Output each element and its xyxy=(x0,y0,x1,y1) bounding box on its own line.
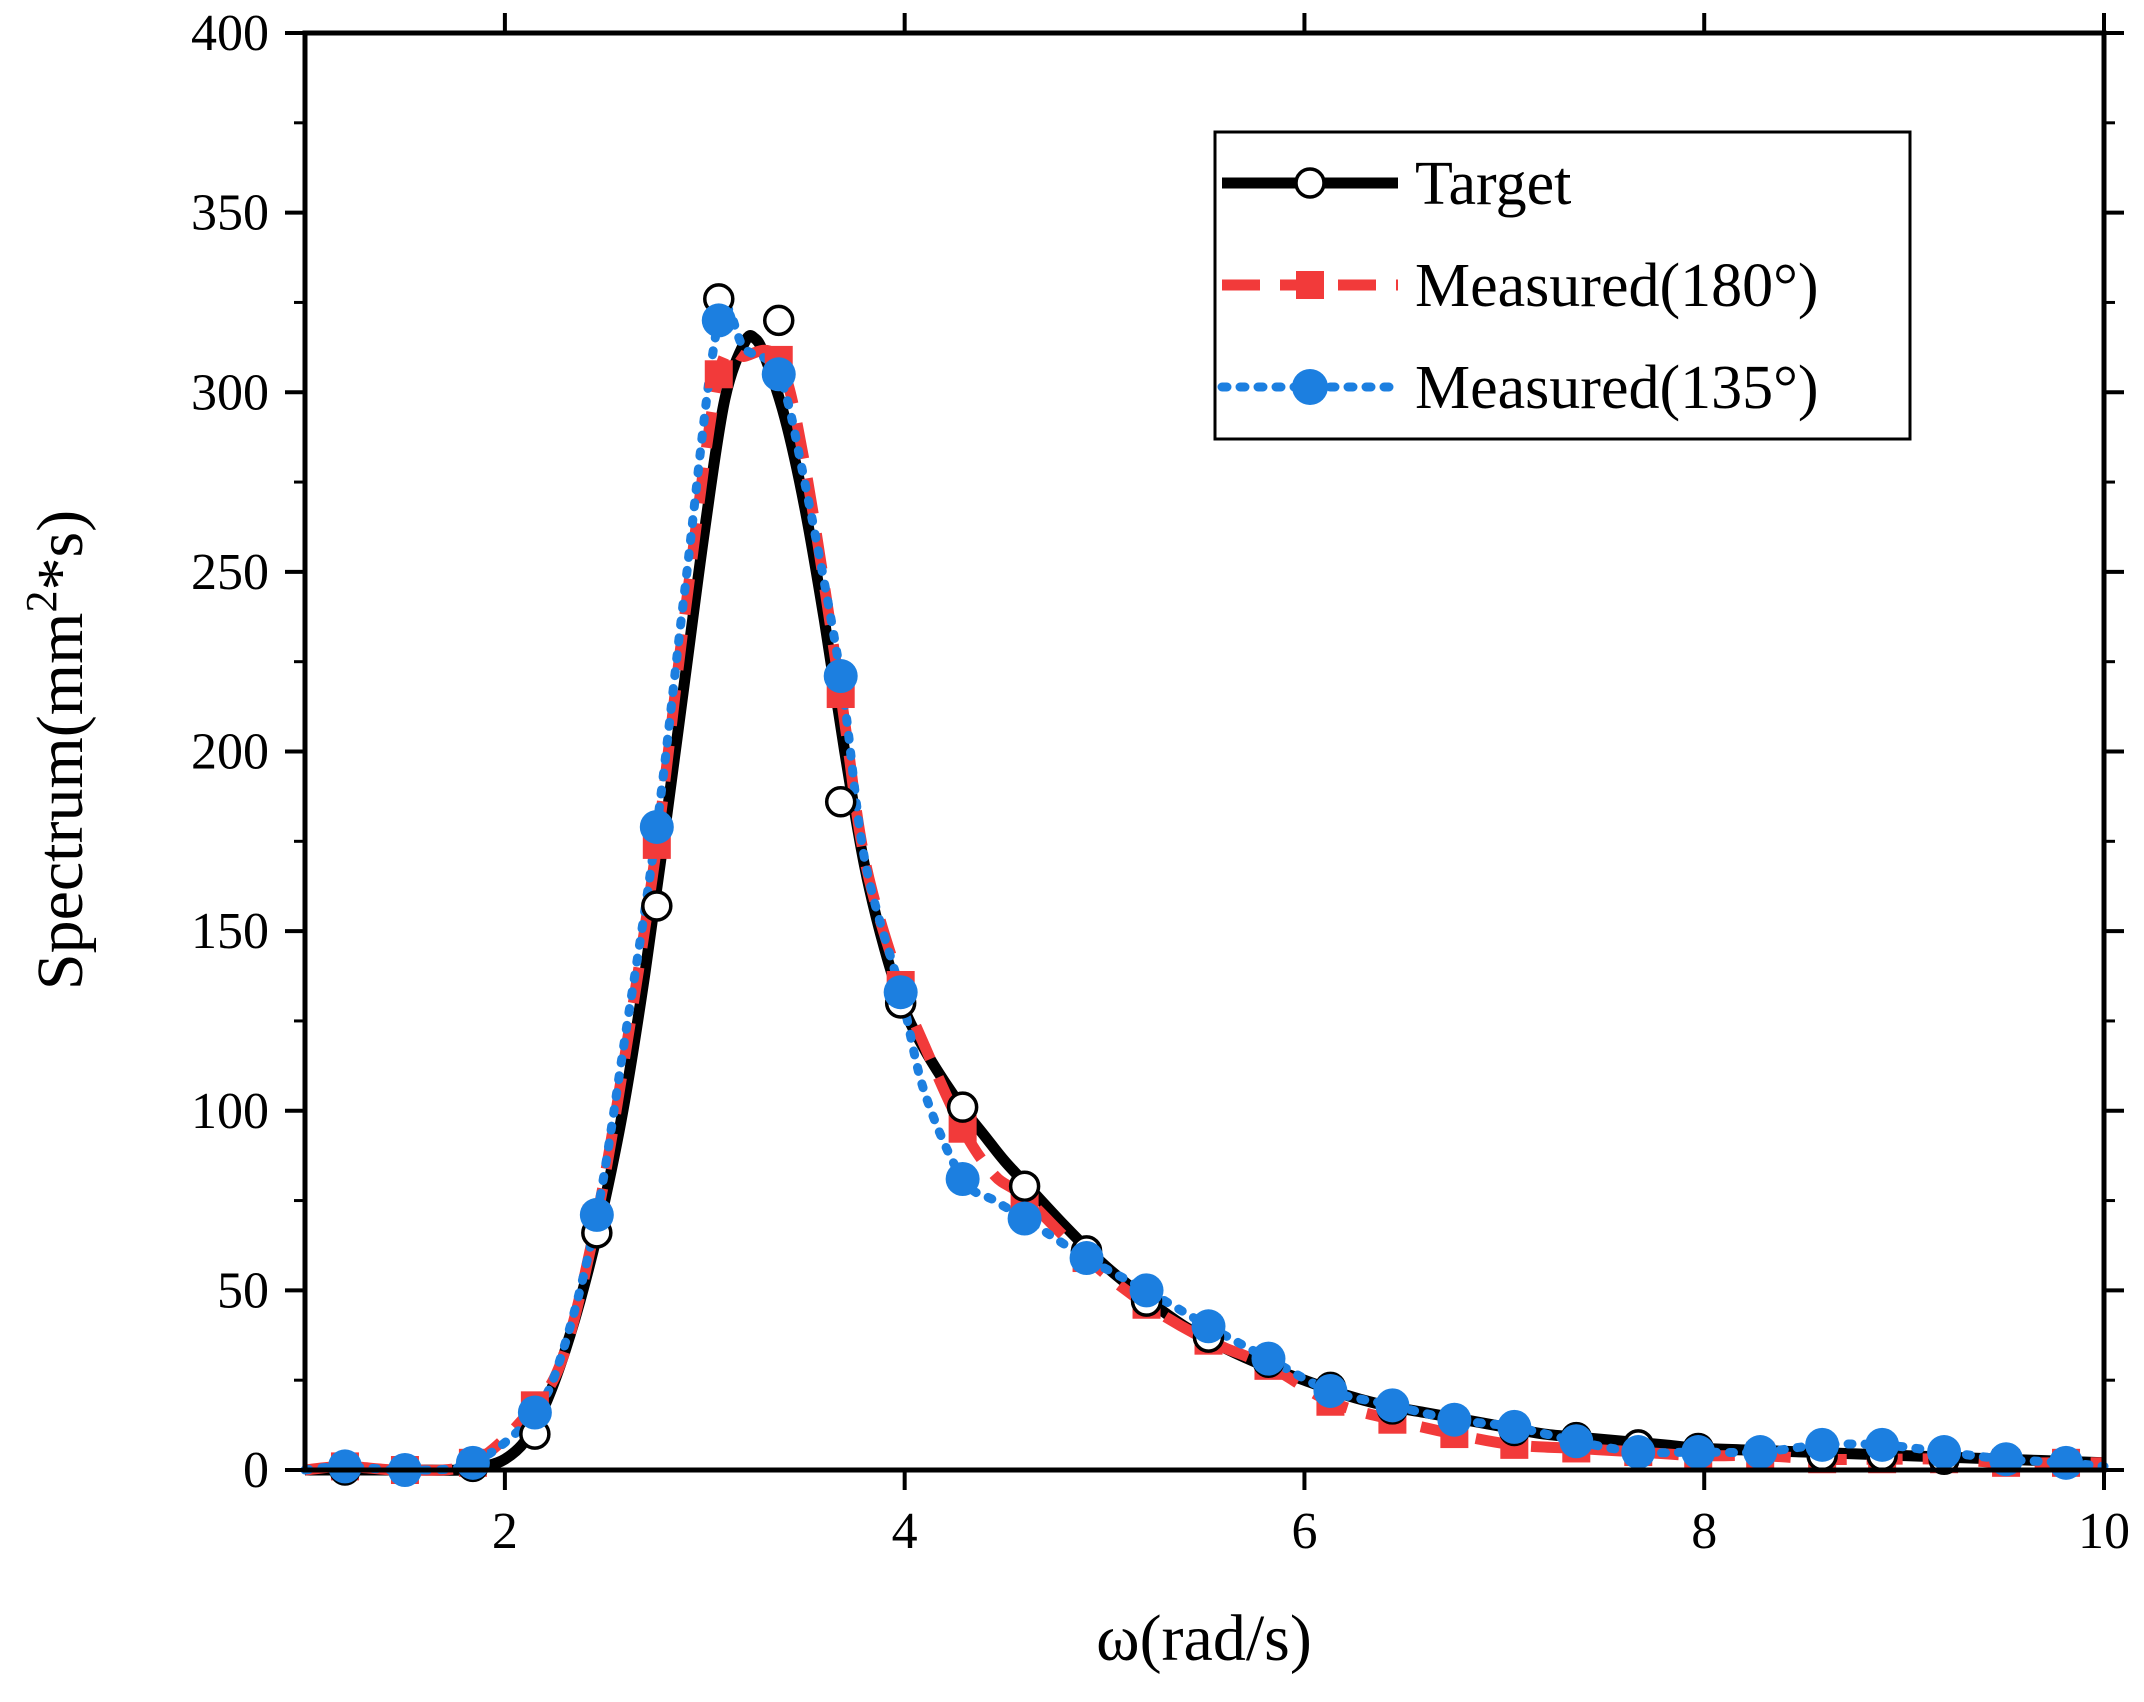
y-tick-label: 150 xyxy=(191,903,269,960)
marker-target xyxy=(762,304,795,337)
marker-measured-135 xyxy=(1865,1427,1900,1462)
y-axis-title: Spectrum(mm2*s) xyxy=(17,510,97,990)
marker-measured-135 xyxy=(1805,1427,1840,1462)
legend: Target Measured(180°) Measured(135°) xyxy=(1213,130,1912,441)
marker-target xyxy=(824,786,857,818)
legend-swatch-measured-135-marker xyxy=(1292,369,1328,405)
x-tick-label: 4 xyxy=(892,1503,918,1560)
marker-measured-135 xyxy=(517,1395,552,1430)
marker-measured-135 xyxy=(455,1445,490,1480)
plot-content xyxy=(300,283,2109,1487)
marker-measured-135 xyxy=(1251,1341,1286,1376)
x-tick-label: 8 xyxy=(1691,1503,1717,1560)
marker-target xyxy=(641,890,673,922)
x-tick-label: 6 xyxy=(1291,1503,1317,1560)
marker-measured-135 xyxy=(1129,1273,1164,1308)
y-tick-label: 250 xyxy=(191,544,269,601)
marker-measured-135 xyxy=(701,303,736,338)
marker-measured-135 xyxy=(823,659,858,694)
y-tick-label: 100 xyxy=(191,1083,269,1140)
marker-target xyxy=(1008,1170,1041,1202)
y-tick-label: 400 xyxy=(191,5,269,62)
y-tick-label: 0 xyxy=(243,1442,269,1499)
marker-measured-135 xyxy=(579,1197,614,1232)
legend-entry-measured-180: Measured(180°) xyxy=(1222,252,1819,320)
legend-label-target: Target xyxy=(1415,150,1571,218)
marker-measured-135 xyxy=(327,1449,362,1484)
marker-measured-135 xyxy=(1621,1435,1656,1470)
marker-measured-135 xyxy=(1681,1435,1716,1470)
marker-measured-135 xyxy=(1743,1435,1778,1470)
marker-measured-135 xyxy=(1497,1409,1532,1444)
marker-measured-135 xyxy=(945,1162,980,1197)
legend-entry-target: Target xyxy=(1222,150,1571,218)
marker-measured-135 xyxy=(1313,1373,1348,1408)
legend-entry-measured-135: Measured(135°) xyxy=(1217,354,1819,422)
legend-swatch-target-marker xyxy=(1294,167,1326,199)
marker-measured-135 xyxy=(1927,1435,1962,1470)
marker-measured-135 xyxy=(1191,1309,1226,1344)
marker-measured-135 xyxy=(2049,1445,2084,1480)
legend-label-measured-180: Measured(180°) xyxy=(1415,252,1819,320)
x-tick-label: 10 xyxy=(2078,1503,2130,1560)
legend-label-measured-135: Measured(135°) xyxy=(1415,354,1819,422)
series-line-measured-180 xyxy=(304,344,2104,1476)
y-tick-label: 200 xyxy=(191,724,269,781)
marker-measured-135 xyxy=(639,809,674,844)
series-line-measured-135 xyxy=(300,302,2109,1475)
marker-measured-135 xyxy=(1559,1424,1594,1459)
marker-measured-135 xyxy=(761,357,796,392)
x-axis-title: ω(rad/s) xyxy=(1096,1602,1312,1675)
marker-measured-180 xyxy=(704,360,733,389)
marker-measured-135 xyxy=(1437,1402,1472,1437)
marker-measured-135 xyxy=(1375,1388,1410,1423)
marker-measured-135 xyxy=(1069,1241,1104,1276)
marker-measured-135 xyxy=(883,975,918,1010)
x-tick-label: 2 xyxy=(492,1503,518,1560)
y-tick-label: 350 xyxy=(191,185,269,242)
marker-measured-135 xyxy=(1007,1201,1042,1236)
y-tick-label: 50 xyxy=(217,1262,269,1319)
marker-target xyxy=(946,1091,979,1123)
legend-swatch-measured-180-marker xyxy=(1296,271,1324,299)
y-tick-label: 300 xyxy=(191,364,269,421)
